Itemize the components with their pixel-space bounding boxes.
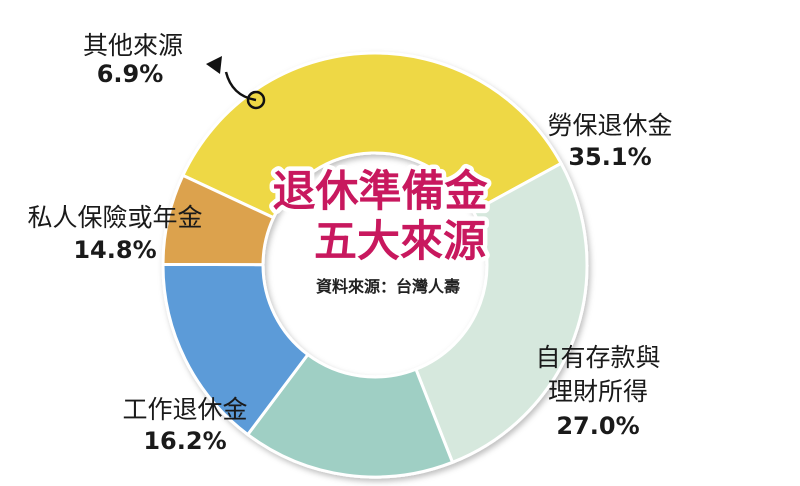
slice-value-work-pension: 16.2% xyxy=(143,427,226,455)
donut-slices xyxy=(161,51,589,479)
slice-labor-pension xyxy=(180,51,564,220)
slice-label-labor-pension: 勞保退休金 xyxy=(547,111,672,140)
slice-label-savings-line2: 理財所得 xyxy=(548,377,648,406)
slice-other xyxy=(161,173,276,267)
slice-label-other: 其他來源 xyxy=(83,31,183,60)
chart-title-line2: 五大來源 xyxy=(314,217,486,267)
chart-source: 資料來源：台灣人壽 xyxy=(316,277,460,296)
chart-title-line1: 退休準備金 xyxy=(273,167,489,217)
slice-label-savings-line1: 自有存款與 xyxy=(535,343,660,372)
slice-savings xyxy=(413,161,589,465)
callout-arrow-icon xyxy=(206,56,266,110)
slice-label-work-pension: 工作退休金 xyxy=(122,395,247,424)
slice-value-other: 6.9% xyxy=(97,60,164,88)
slice-value-savings: 27.0% xyxy=(556,412,639,440)
slice-value-labor-pension: 35.1% xyxy=(568,143,651,171)
slice-label-private-insurance: 私人保險或年金 xyxy=(27,203,202,232)
slice-work-pension xyxy=(245,352,455,479)
slice-value-private-insurance: 14.8% xyxy=(73,236,156,264)
slice-private-insurance xyxy=(161,262,310,437)
